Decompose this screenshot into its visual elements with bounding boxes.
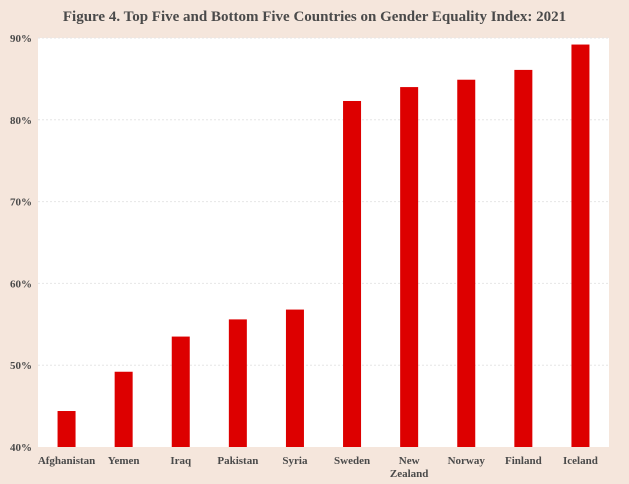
- x-tick-label: Norway: [448, 455, 486, 467]
- x-tick-label: Iraq: [170, 455, 192, 467]
- y-tick-label: 90%: [10, 33, 32, 45]
- bar-finland: [514, 69, 533, 447]
- y-tick-label: 80%: [10, 115, 32, 127]
- bar-iceland: [571, 44, 590, 447]
- bar-afghanistan: [57, 411, 76, 447]
- bar-iraq: [171, 336, 190, 447]
- x-tick-label: Pakistan: [217, 455, 258, 467]
- x-tick-label: New Zealand: [390, 455, 429, 480]
- y-tick-label: 40%: [10, 442, 32, 454]
- y-tick-label: 70%: [10, 197, 32, 209]
- y-tick-label: 50%: [10, 360, 32, 372]
- x-tick-label: Syria: [282, 455, 308, 467]
- y-tick-label: 60%: [10, 278, 32, 290]
- x-tick-label: Afghanistan: [38, 455, 95, 467]
- bar-syria: [285, 309, 304, 447]
- bar-new-zealand: [400, 87, 419, 447]
- bar-pakistan: [228, 319, 247, 447]
- plot-area: [38, 38, 609, 447]
- x-tick-label: Sweden: [334, 455, 370, 467]
- chart-title: Figure 4. Top Five and Bottom Five Count…: [62, 9, 567, 25]
- bar-yemen: [114, 371, 133, 447]
- bar-norway: [457, 79, 476, 447]
- x-tick-label: Finland: [505, 455, 542, 467]
- x-tick-label: Iceland: [563, 455, 598, 467]
- bar-sweden: [343, 100, 362, 448]
- x-tick-label: Yemen: [108, 455, 140, 467]
